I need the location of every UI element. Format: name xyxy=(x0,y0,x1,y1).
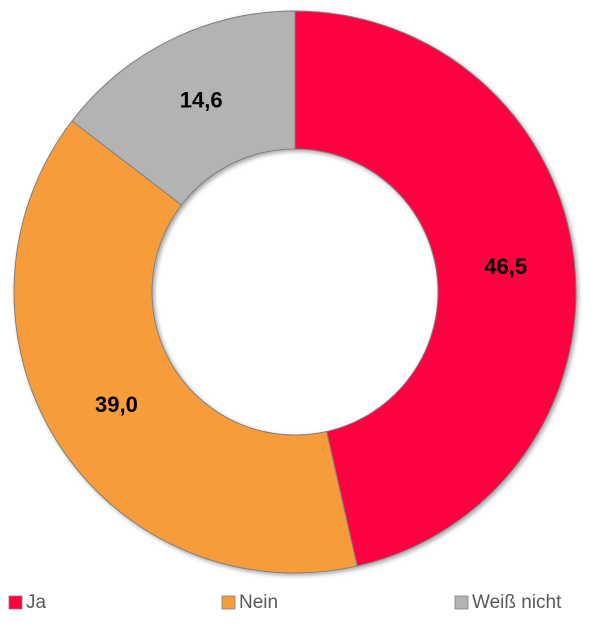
slice xyxy=(71,10,296,206)
slice xyxy=(294,10,577,567)
donut xyxy=(13,10,577,574)
legend-swatch xyxy=(221,595,236,610)
slice xyxy=(13,120,358,574)
value-label: 46,5 xyxy=(484,254,527,279)
labels: 46,5 39,0 14,6 xyxy=(95,88,527,417)
value-label: 14,6 xyxy=(180,88,223,113)
legend-label: Nein xyxy=(239,592,278,613)
legend-label: Weiß nicht xyxy=(472,592,562,613)
legend-swatch xyxy=(8,595,23,610)
value-label: 39,0 xyxy=(95,392,138,417)
legend: Ja Nein Weiß nicht xyxy=(8,592,562,613)
legend-swatch xyxy=(454,595,469,610)
legend-label: Ja xyxy=(26,592,47,613)
